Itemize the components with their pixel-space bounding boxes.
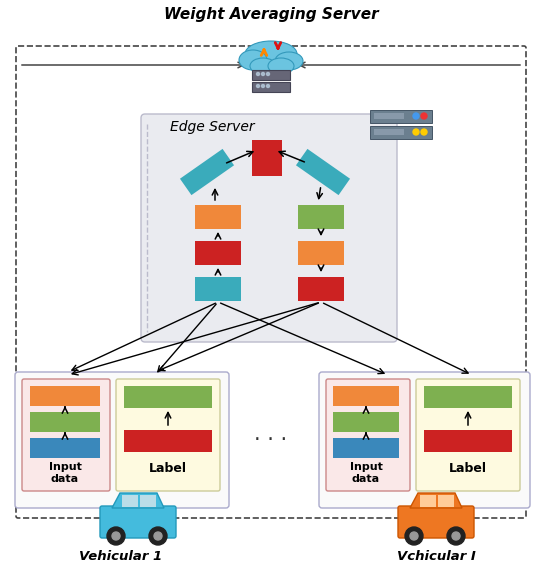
Bar — [252, 140, 282, 176]
Circle shape — [256, 72, 260, 76]
FancyBboxPatch shape — [22, 379, 110, 491]
FancyBboxPatch shape — [100, 506, 176, 538]
Bar — [298, 205, 344, 229]
Text: Label: Label — [149, 462, 187, 475]
FancyBboxPatch shape — [141, 114, 397, 342]
FancyBboxPatch shape — [398, 506, 474, 538]
Bar — [424, 430, 512, 452]
Bar — [370, 126, 432, 139]
Text: Edge Server: Edge Server — [170, 120, 254, 134]
Bar — [333, 438, 399, 458]
Bar — [30, 412, 100, 432]
Bar — [124, 430, 212, 452]
Bar — [140, 495, 156, 507]
Text: Vehicular 1: Vehicular 1 — [79, 549, 163, 563]
Bar — [298, 241, 344, 265]
Circle shape — [256, 84, 260, 87]
FancyBboxPatch shape — [326, 379, 410, 491]
Text: · · ·: · · · — [254, 430, 288, 450]
FancyBboxPatch shape — [15, 372, 229, 508]
Bar — [333, 412, 399, 432]
Text: Input
data: Input data — [350, 462, 383, 484]
Ellipse shape — [239, 50, 267, 70]
Bar — [374, 129, 404, 135]
Bar — [124, 386, 212, 408]
Circle shape — [421, 129, 427, 135]
Polygon shape — [180, 149, 234, 195]
Polygon shape — [410, 493, 462, 508]
Circle shape — [405, 527, 423, 545]
Circle shape — [107, 527, 125, 545]
Circle shape — [413, 129, 419, 135]
FancyBboxPatch shape — [116, 379, 220, 491]
Text: Input
data: Input data — [49, 462, 81, 484]
Bar — [420, 495, 436, 507]
Ellipse shape — [275, 52, 303, 70]
Circle shape — [447, 527, 465, 545]
Ellipse shape — [250, 58, 276, 74]
Bar — [30, 438, 100, 458]
Bar — [122, 495, 138, 507]
Circle shape — [452, 532, 460, 540]
Circle shape — [261, 72, 264, 76]
Bar — [374, 113, 404, 119]
Circle shape — [410, 532, 418, 540]
Circle shape — [267, 72, 269, 76]
Ellipse shape — [268, 58, 294, 74]
Bar — [195, 205, 241, 229]
Bar — [438, 495, 454, 507]
FancyBboxPatch shape — [416, 379, 520, 491]
Circle shape — [149, 527, 167, 545]
Text: Weight Averaging Server: Weight Averaging Server — [164, 6, 378, 21]
Bar — [333, 386, 399, 406]
Text: Label: Label — [449, 462, 487, 475]
Circle shape — [261, 84, 264, 87]
Circle shape — [267, 84, 269, 87]
Bar — [370, 110, 432, 123]
Bar — [195, 241, 241, 265]
Circle shape — [154, 532, 162, 540]
Bar — [298, 277, 344, 301]
Bar — [252, 70, 290, 80]
Ellipse shape — [245, 41, 297, 67]
Bar — [30, 386, 100, 406]
Circle shape — [421, 113, 427, 119]
Circle shape — [413, 113, 419, 119]
Bar — [195, 277, 241, 301]
FancyBboxPatch shape — [319, 372, 530, 508]
Polygon shape — [296, 149, 350, 195]
Polygon shape — [112, 493, 164, 508]
Circle shape — [112, 532, 120, 540]
Bar — [424, 386, 512, 408]
Bar — [252, 82, 290, 92]
Text: Vchicular I: Vchicular I — [397, 549, 475, 563]
